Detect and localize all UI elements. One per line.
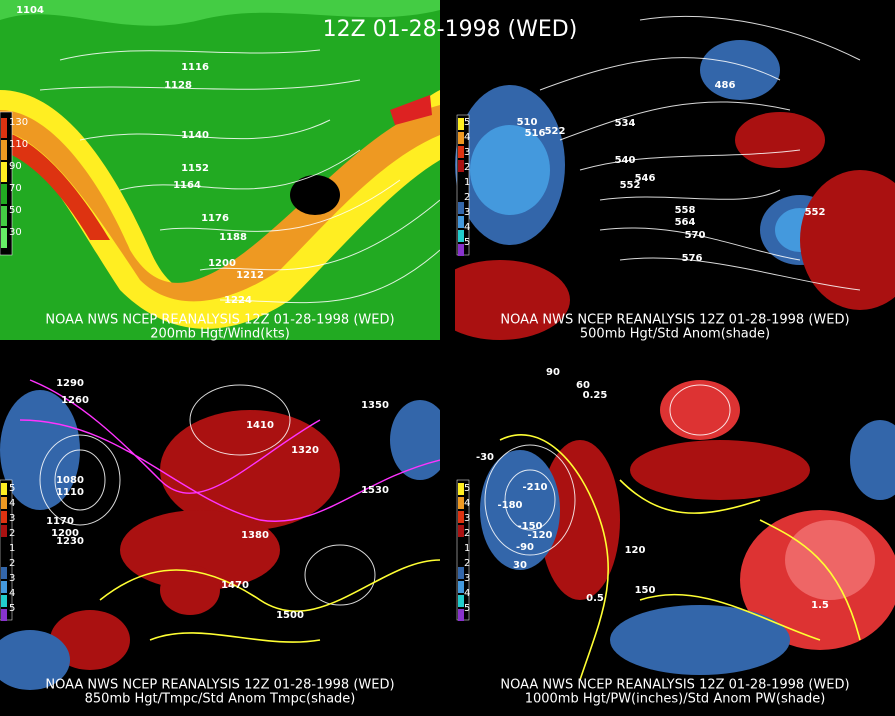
contour-label: 1530 (361, 485, 389, 496)
contour-label: 1104 (16, 5, 44, 16)
legend-label: 90 (9, 161, 22, 172)
contour-label: 90 (546, 367, 560, 378)
contour-label: 1260 (61, 395, 89, 406)
contour-label: -150 (517, 521, 542, 532)
legend-label: 5 (464, 603, 470, 614)
contour-label: 1230 (56, 536, 84, 547)
contour-label: 540 (615, 155, 636, 166)
legend-label: 130 (9, 117, 28, 128)
contour-label: 570 (685, 230, 706, 241)
legend-label: 5 (464, 483, 470, 494)
legend-label: 2 (9, 558, 15, 569)
contour-label: 552 (620, 180, 641, 191)
contour-label: 1140 (181, 130, 209, 141)
contour-label: 1152 (181, 163, 209, 174)
contour-label: -210 (522, 482, 547, 493)
legend-label: 5 (9, 603, 15, 614)
legend-label: 1 (9, 543, 15, 554)
legend-label: 70 (9, 183, 22, 194)
panel-caption: 500mb Hgt/Std Anom(shade) (580, 327, 770, 342)
legend-label: 5 (9, 483, 15, 494)
main-title: 12Z 01-28-1998 (WED) (323, 17, 578, 42)
legend-label: 4 (9, 498, 15, 509)
legend-label: 3 (464, 147, 470, 158)
panel-850mb (0, 375, 440, 705)
contour-label: 1224 (224, 295, 252, 306)
panel-1000mb (455, 375, 895, 705)
contour-label: 150 (635, 585, 656, 596)
contour-label: 1080 (56, 475, 84, 486)
contour-label: 0.5 (586, 593, 604, 604)
contour-label: 486 (715, 80, 736, 91)
panel-caption: 200mb Hgt/Wind(kts) (150, 327, 290, 342)
legend-label: 3 (9, 573, 15, 584)
legend-label: 2 (464, 192, 470, 203)
contour-label: -120 (527, 530, 552, 541)
contour-label: 1410 (246, 420, 274, 431)
contour-label: 1320 (291, 445, 319, 456)
contour-label: -90 (516, 542, 534, 553)
legend-label: 2 (464, 558, 470, 569)
panel-caption: NOAA NWS NCEP REANALYSIS 12Z 01-28-1998 … (500, 678, 849, 693)
panel-caption: 850mb Hgt/Tmpc/Std Anom Tmpc(shade) (85, 692, 356, 707)
contour-label: 1470 (221, 580, 249, 591)
legend-label: 5 (464, 117, 470, 128)
contour-label: 558 (675, 205, 696, 216)
legend-label: 4 (464, 132, 470, 143)
contour-label: 1290 (56, 378, 84, 389)
contour-label: 60 (576, 380, 590, 391)
contour-label: 1200 (51, 528, 79, 539)
contour-label: 1380 (241, 530, 269, 541)
contour-label: 564 (675, 217, 696, 228)
contour-label: 522 (545, 126, 566, 137)
contour-label: 1500 (276, 610, 304, 621)
legend-label: 5 (464, 237, 470, 248)
panel-200mb (0, 0, 440, 340)
legend-label: 1 (464, 543, 470, 554)
legend-label: 2 (464, 528, 470, 539)
contour-label: 1110 (56, 487, 84, 498)
legend-label: 30 (9, 227, 22, 238)
contour-label: 1188 (219, 232, 247, 243)
contour-label: 1.5 (811, 600, 829, 611)
contour-label: 1176 (201, 213, 229, 224)
contour-label: 1170 (46, 516, 74, 527)
contour-label: 552 (805, 207, 826, 218)
contour-label: 30 (513, 560, 527, 571)
contour-label: 510 (517, 117, 538, 128)
panel-caption: NOAA NWS NCEP REANALYSIS 12Z 01-28-1998 … (500, 313, 849, 328)
contour-label: -30 (476, 452, 494, 463)
contour-label: 1116 (181, 62, 209, 73)
contour-label: -180 (497, 500, 522, 511)
contour-label: 1128 (164, 80, 192, 91)
legend-label: 3 (464, 207, 470, 218)
contour-label: 534 (615, 118, 636, 129)
panel-500mb (455, 0, 895, 340)
legend-label: 4 (464, 222, 470, 233)
legend-label: 2 (9, 528, 15, 539)
legend-label: 4 (9, 588, 15, 599)
legend-label: 4 (464, 498, 470, 509)
panel-caption: 1000mb Hgt/PW(inches)/Std Anom PW(shade) (525, 692, 826, 707)
legend-label: 50 (9, 205, 22, 216)
contour-label: 516 (525, 128, 546, 139)
legend-label: 3 (464, 513, 470, 524)
legend-label: 3 (9, 513, 15, 524)
contour-label: 576 (682, 253, 703, 264)
contour-label: 120 (625, 545, 646, 556)
panel-caption: NOAA NWS NCEP REANALYSIS 12Z 01-28-1998 … (45, 678, 394, 693)
panel-caption: NOAA NWS NCEP REANALYSIS 12Z 01-28-1998 … (45, 313, 394, 328)
contour-label: 1350 (361, 400, 389, 411)
contour-label: 1212 (236, 270, 264, 281)
contour-label: 546 (635, 173, 656, 184)
legend-label: 3 (464, 573, 470, 584)
legend-label: 1 (464, 177, 470, 188)
legend-label: 4 (464, 588, 470, 599)
legend-label: 110 (9, 139, 28, 150)
contour-label: 1164 (173, 180, 201, 191)
contour-label: 1200 (208, 258, 236, 269)
contour-label: 0.25 (583, 390, 608, 401)
legend-label: 2 (464, 162, 470, 173)
